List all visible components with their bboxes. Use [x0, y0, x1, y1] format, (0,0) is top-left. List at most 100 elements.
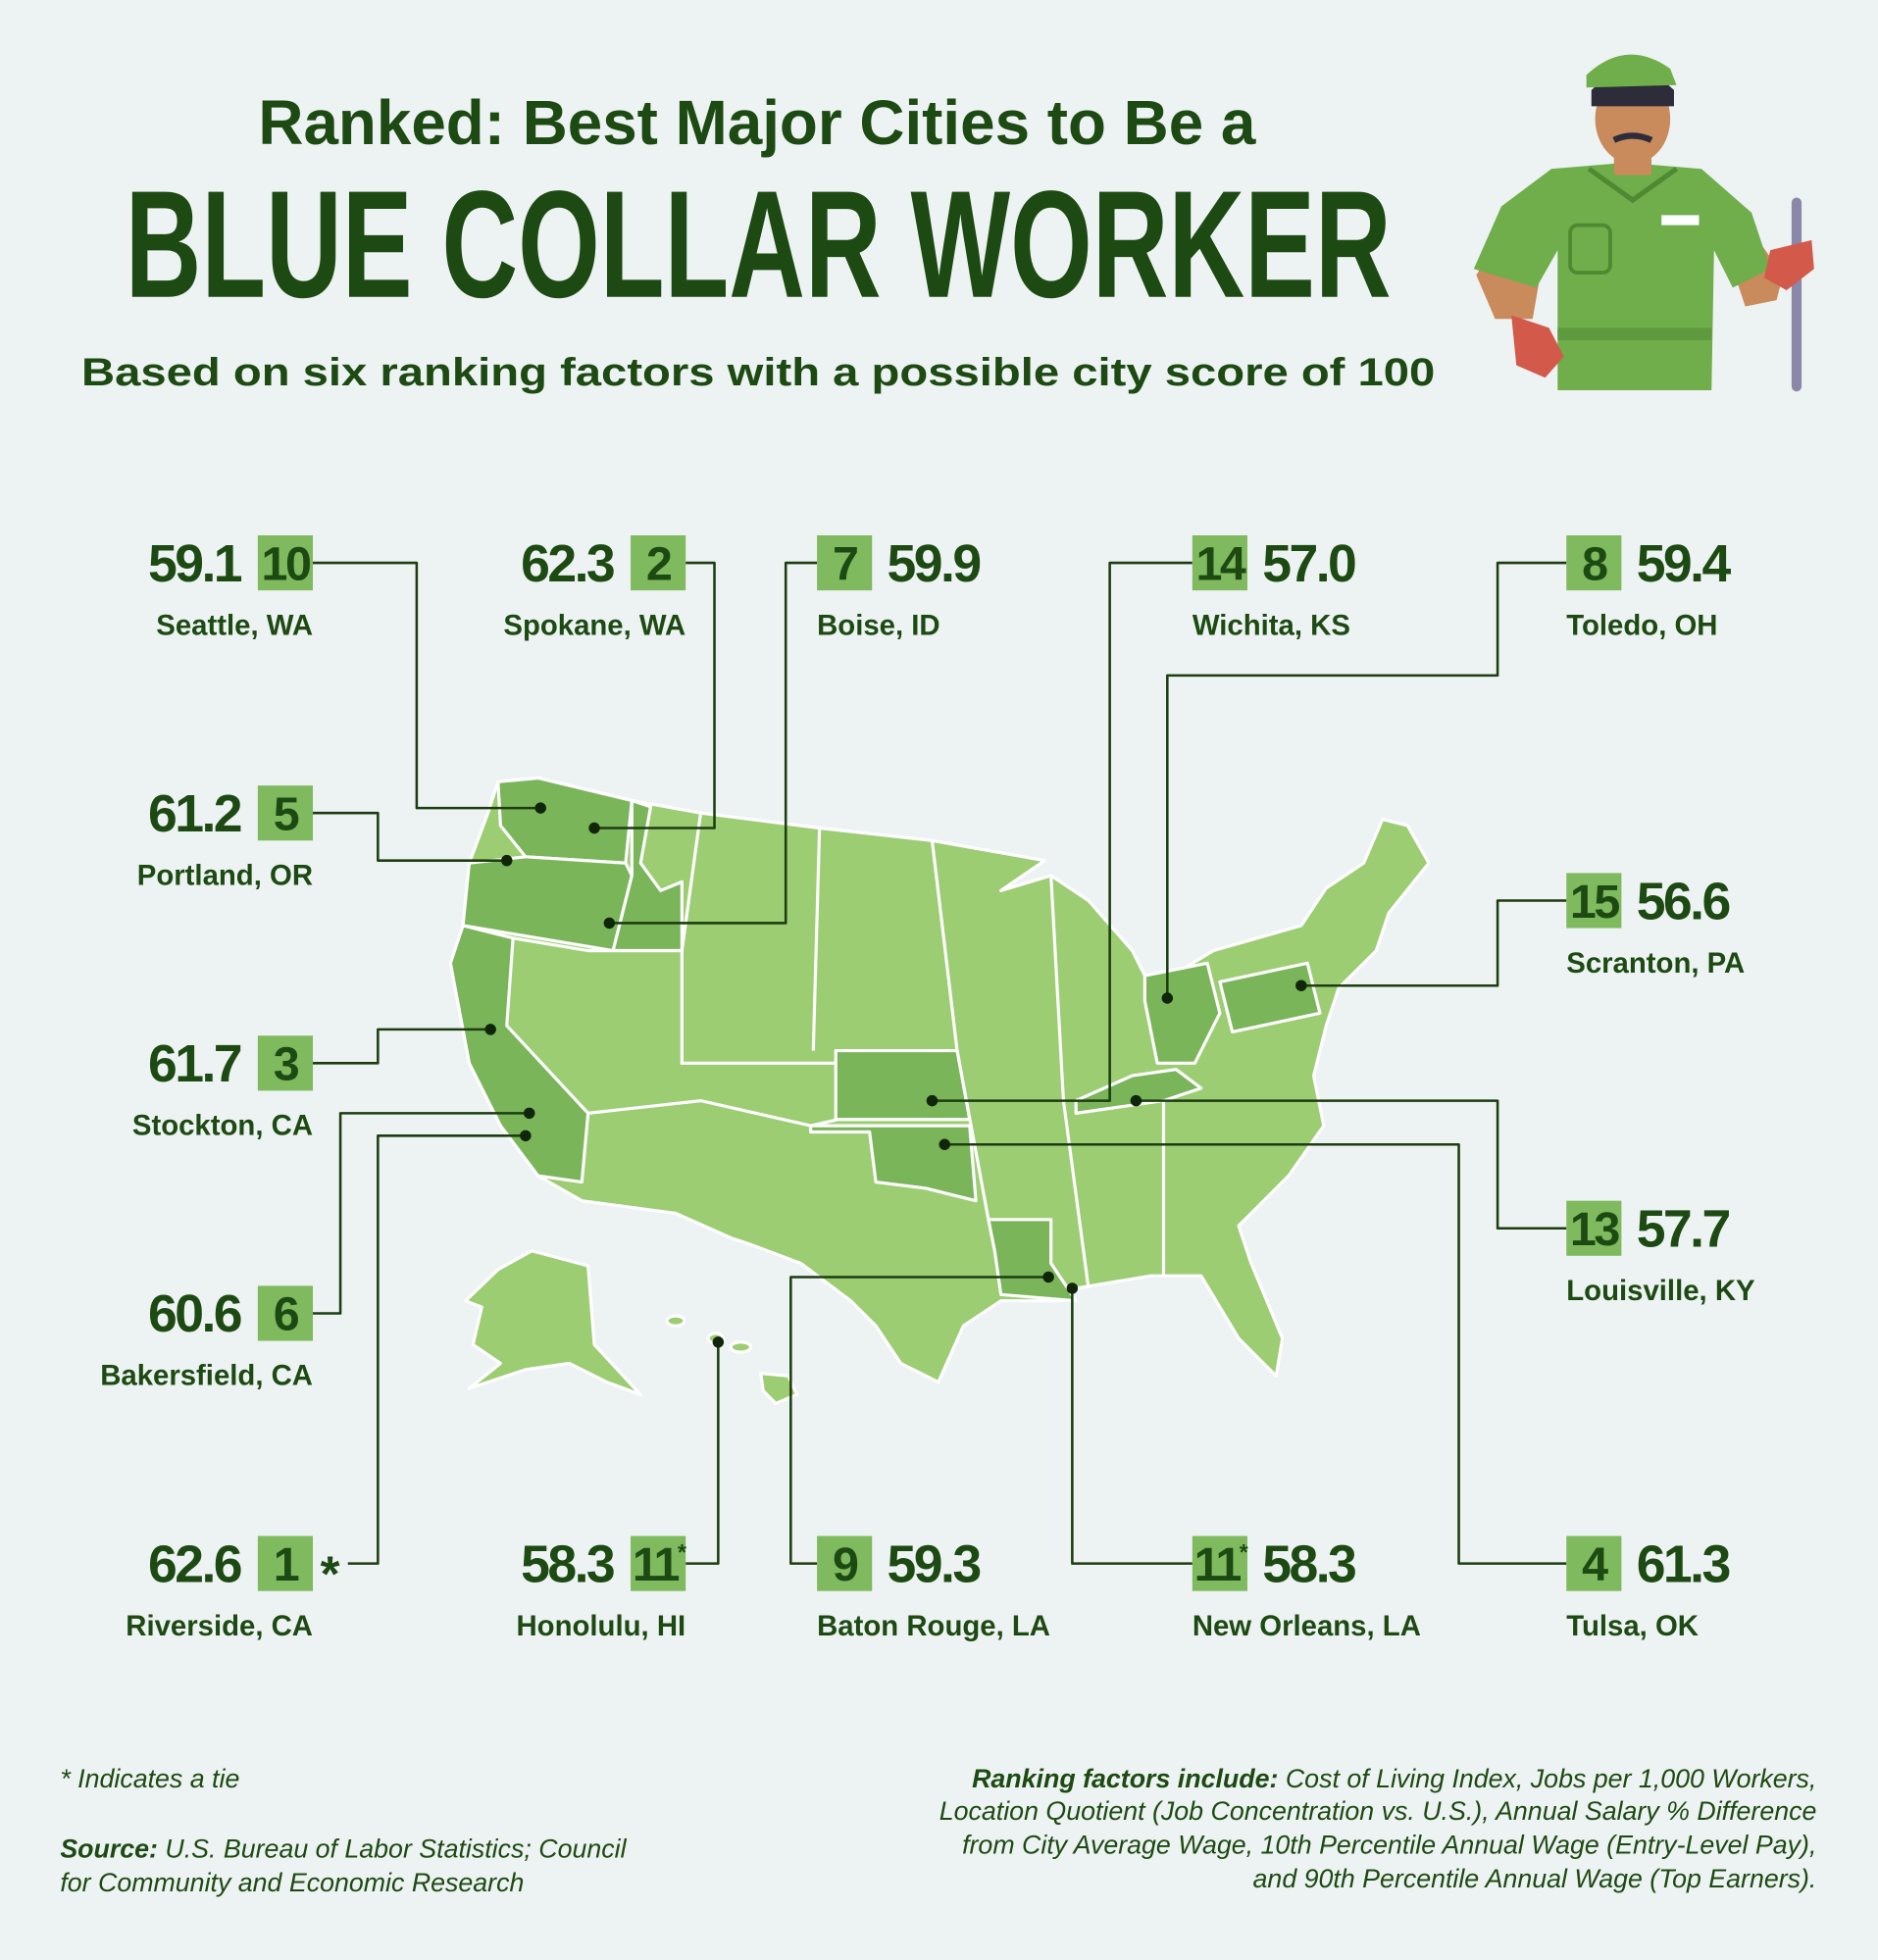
rank-text: 8 [1582, 537, 1607, 590]
rank-box [257, 1285, 314, 1341]
factors-label: Ranking factors include: [972, 1764, 1278, 1793]
rank-number: 1 [274, 1538, 299, 1591]
state-kentucky [1074, 1068, 1203, 1115]
rank-number: 14 [1195, 537, 1245, 590]
state-border [587, 1098, 812, 1128]
rank-box [1192, 1535, 1247, 1591]
rank-box [817, 534, 873, 591]
score: 59.4 [1637, 535, 1732, 593]
rank-box [257, 1535, 314, 1591]
rank-box [257, 534, 314, 591]
rank-text: 11* [1194, 1538, 1248, 1591]
score: 58.3 [1262, 1535, 1355, 1593]
city-labels: 10 59.1 Seattle, WA 2 62.3 Spokane, WA 7 59.9 Bo… [100, 535, 1755, 1642]
source-label: Source: [60, 1834, 158, 1863]
leader-line [313, 811, 507, 862]
city-label: 10 59.1 Seattle, WA [148, 535, 546, 814]
city-dot [588, 822, 600, 834]
city-label: 6 60.6 Bakersfield, CA [100, 1107, 535, 1392]
city-label: 4 61.3 Tulsa, OK [939, 1138, 1732, 1642]
rank-box [631, 1535, 686, 1591]
state-border [680, 812, 703, 951]
factors-text: from City Average Wage, 10th Percentile … [962, 1831, 1816, 1860]
map-hawaii [665, 1314, 686, 1328]
rank-number: 5 [274, 787, 299, 840]
city-dot [1161, 992, 1174, 1004]
rank-number: 6 [274, 1288, 299, 1341]
city-dot [1130, 1094, 1142, 1107]
city-dot [534, 802, 546, 814]
city-label: 9 59.3 Baton Rouge, LA [789, 1271, 1054, 1642]
state-california [448, 924, 590, 1184]
title-main: BLUE COLLAR WORKER [126, 159, 1392, 329]
city-name: Louisville, KY [1566, 1275, 1755, 1307]
rank-box [257, 1035, 314, 1091]
city-label: 1 * 62.6 Riverside, CA [126, 1130, 532, 1642]
score: 57.7 [1637, 1200, 1730, 1258]
title-top: Ranked: Best Major Cities to Be a [258, 87, 1255, 158]
city-name: Wichita, KS [1193, 609, 1350, 641]
city-name: Bakersfield, CA [100, 1360, 313, 1392]
leader-line [685, 1341, 720, 1565]
rank-number: 10 [262, 537, 310, 590]
state-louisiana [987, 1218, 1078, 1303]
rank-number: 3 [274, 1038, 299, 1091]
rank-text: 5 [274, 787, 299, 840]
rank-text: 1 [274, 1538, 299, 1591]
leader-line [1166, 561, 1567, 998]
rank-text: 13 [1570, 1203, 1619, 1256]
score: 59.1 [148, 535, 242, 593]
city-label: 15 56.6 Scranton, PA [1295, 873, 1745, 991]
city-label: 13 57.7 Louisville, KY [1130, 1094, 1755, 1307]
leader-line [347, 1134, 526, 1565]
us-map [448, 776, 1431, 1405]
tie-note: * Indicates a tie [60, 1764, 239, 1793]
rank-text: 4 [1582, 1538, 1608, 1591]
city-name: Boise, ID [817, 609, 939, 641]
score: 58.3 [521, 1535, 614, 1593]
source-text: for Community and Economic Research [60, 1868, 524, 1897]
city-name: Riverside, CA [126, 1610, 313, 1642]
rank-text: 15 [1570, 876, 1619, 929]
score: 59.9 [888, 535, 981, 593]
tie-mark: * [678, 1539, 686, 1565]
city-name: Honolulu, HI [516, 1610, 685, 1642]
rank-text: 10 [262, 537, 310, 590]
rank-box [631, 534, 686, 591]
city-dot [712, 1336, 725, 1348]
factors-text: Cost of Living Index, Jobs per 1,000 Wor… [1286, 1764, 1817, 1793]
rank-text: 3 [274, 1038, 299, 1091]
rank-number: 11 [1194, 1538, 1242, 1591]
leader-line [313, 1112, 530, 1315]
worker-illustration [1473, 54, 1814, 392]
state-border [811, 828, 822, 1051]
leader-line [932, 561, 1193, 1102]
rank-box [1566, 1200, 1622, 1256]
rank-number: 7 [833, 537, 857, 590]
city-dot [1295, 980, 1307, 991]
rank-number: 8 [1582, 537, 1607, 590]
leader-line [313, 1028, 491, 1065]
city-name: Stockton, CA [132, 1110, 313, 1142]
rank-number: 13 [1570, 1203, 1619, 1256]
city-label: 11* 58.3 Honolulu, HI [516, 1336, 725, 1642]
rank-number: 11 [633, 1538, 680, 1591]
map-hawaii [729, 1340, 753, 1354]
leader-line [313, 561, 541, 810]
state-ohio [1142, 961, 1222, 1065]
rank-text: 6 [274, 1288, 299, 1341]
city-dot [603, 917, 616, 930]
score: 61.3 [1637, 1535, 1730, 1593]
rank-number: 15 [1570, 876, 1619, 929]
rank-box [817, 1535, 873, 1591]
city-name: New Orleans, LA [1193, 1610, 1421, 1642]
city-label: 3 61.7 Stockton, CA [132, 1024, 496, 1142]
score: 60.6 [148, 1285, 241, 1343]
city-name: Tulsa, OK [1566, 1610, 1699, 1642]
score: 62.6 [148, 1535, 241, 1593]
state-kansas [834, 1048, 972, 1122]
score: 59.3 [888, 1535, 981, 1593]
rank-box [1566, 873, 1622, 929]
city-label: 2 62.3 Spokane, WA [503, 534, 716, 834]
